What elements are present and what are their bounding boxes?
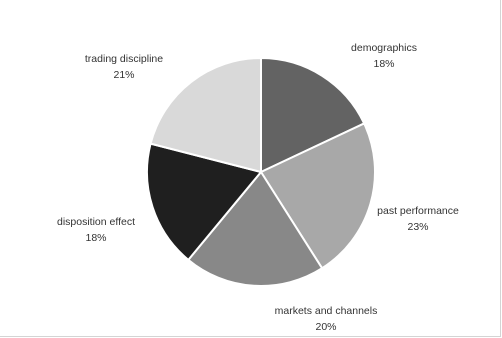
slice-percent-label: 21% xyxy=(113,69,134,81)
slice-percent-label: 18% xyxy=(85,232,106,244)
slice-label: trading discipline xyxy=(85,53,163,65)
pie-slice-markets-and-channels xyxy=(186,170,324,287)
pie-slice-past-performance xyxy=(259,122,376,270)
pie-slice-demographics xyxy=(260,56,366,174)
pie-labels: demographics 18% past performance 23% market… xyxy=(57,42,459,333)
slice-label: past performance xyxy=(377,205,459,217)
slice-label: disposition effect xyxy=(57,216,135,228)
pie-slice-disposition-effect xyxy=(146,142,263,262)
slice-label: demographics xyxy=(351,42,417,54)
slice-percent-label: 20% xyxy=(315,321,336,333)
slice-percent-label: 23% xyxy=(407,221,428,233)
pie-slice-trading-discipline xyxy=(149,56,262,174)
pie-slices xyxy=(146,56,376,287)
slice-label: markets and channels xyxy=(275,305,378,317)
slice-percent-label: 18% xyxy=(373,58,394,70)
